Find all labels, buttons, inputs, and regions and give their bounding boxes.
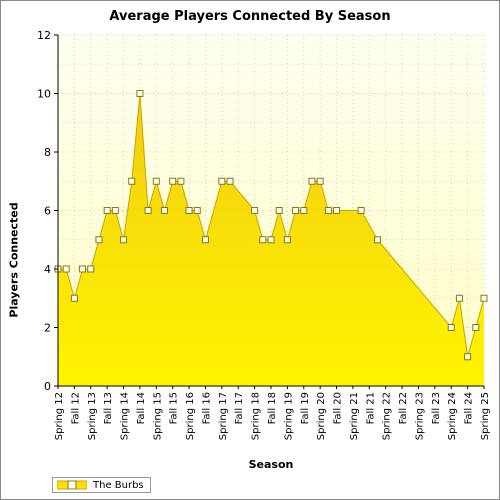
data-point [120,236,128,244]
x-tick-label: Spring 15 [152,392,163,440]
data-point [218,177,226,185]
x-tick-label: Fall 14 [136,392,147,424]
data-point [144,207,152,214]
data-point [152,177,160,185]
data-point [283,236,291,244]
data-point [308,177,316,185]
data-point [128,177,136,185]
y-tick-label: 2 [44,322,51,335]
data-point [267,236,275,244]
data-point [169,177,177,185]
y-tick-label: 10 [37,88,51,101]
data-point [472,324,480,331]
data-point [193,207,201,214]
data-point [316,177,324,185]
x-tick-label: Spring 20 [316,392,327,440]
x-tick-label: Fall 12 [70,392,81,424]
legend[interactable]: The Burbs [52,477,151,493]
x-tick-label: Fall 19 [300,392,311,424]
data-point [455,294,463,302]
data-point [185,207,193,214]
data-point [87,265,95,273]
data-point [333,207,341,214]
data-point [374,236,381,244]
data-point [136,90,144,97]
data-point [447,324,455,331]
x-tick-label: Spring 13 [87,392,98,440]
y-tick-label: 4 [44,263,51,276]
y-tick-label: 8 [44,146,51,159]
data-point [259,236,267,244]
data-point [300,207,308,214]
x-tick-label: Fall 16 [201,392,212,424]
x-tick-label: Fall 15 [169,392,180,424]
x-tick-label: Spring 12 [54,392,65,440]
y-tick-label: 0 [44,380,51,393]
x-tick-label: Fall 24 [464,392,475,424]
data-point [177,177,185,185]
legend-swatch-icon [57,480,87,490]
data-point [70,294,78,302]
x-tick-label: Spring 25 [480,392,491,440]
data-point [161,207,168,214]
data-point [324,207,332,214]
x-tick-label: Spring 17 [218,392,229,440]
y-tick-label: 6 [44,205,51,218]
x-tick-label: Spring 16 [185,392,196,440]
data-point [275,207,283,214]
data-point [79,265,87,273]
data-point [111,207,119,214]
x-tick-label: Spring 19 [283,392,294,440]
data-point [103,207,111,214]
legend-label: The Burbs [93,479,144,491]
data-point [201,236,209,244]
x-tick-label: Spring 23 [414,392,425,440]
data-point [292,207,300,214]
y-tick-label: 12 [37,29,51,42]
chart-title: Average Players Connected By Season [109,9,391,24]
data-point [95,236,103,244]
data-point [357,207,365,214]
x-tick-label: Spring 21 [349,392,360,440]
data-point [464,353,472,361]
x-tick-label: Fall 22 [398,392,409,424]
x-tick-label: Spring 24 [447,392,458,440]
x-axis-title: Season [248,458,294,471]
x-tick-label: Fall 18 [267,392,278,424]
data-point [251,207,259,214]
data-point [226,177,234,185]
x-tick-label: Fall 23 [431,392,442,424]
x-tick-label: Fall 17 [234,392,245,424]
data-point [480,294,488,302]
x-tick-label: Spring 14 [120,392,131,440]
x-tick-label: Spring 22 [382,392,393,440]
x-tick-label: Fall 21 [365,392,376,424]
data-point [62,265,70,273]
x-tick-label: Spring 18 [251,392,262,440]
x-tick-label: Fall 13 [103,392,114,424]
x-tick-label: Fall 20 [333,392,344,424]
